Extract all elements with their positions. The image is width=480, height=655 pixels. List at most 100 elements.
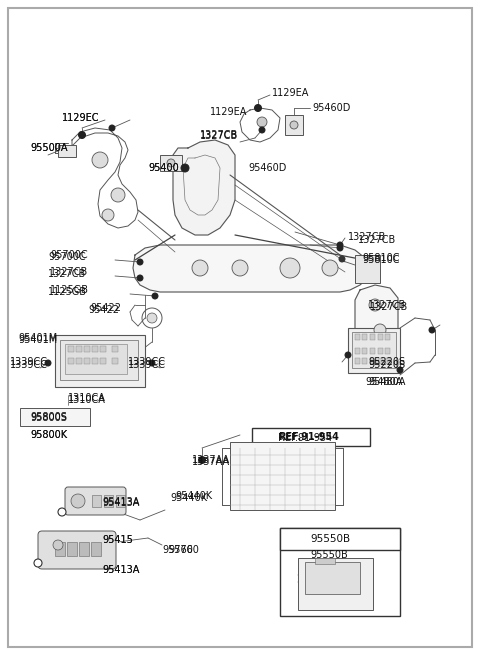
Bar [58,145,76,157]
Text: 1129EC: 1129EC [62,113,99,123]
Circle shape [369,299,381,311]
Text: 95413A: 95413A [102,498,139,508]
Text: 95500A: 95500A [30,143,68,153]
Text: 95422: 95422 [88,305,119,315]
Circle shape [45,360,51,366]
Bar [378,358,383,364]
Bar [230,442,335,510]
Bar [355,334,360,340]
Circle shape [149,360,155,366]
Bar [65,344,127,374]
Text: 95422: 95422 [90,303,121,313]
Text: 95700C: 95700C [50,250,88,260]
Bar [378,334,383,340]
Circle shape [280,258,300,278]
Bar [92,495,101,507]
Text: 95460D: 95460D [312,103,350,113]
Bar [315,558,335,564]
Text: 1327CB: 1327CB [50,267,88,277]
Text: 95800S: 95800S [30,412,67,422]
Text: 95760: 95760 [162,545,193,555]
Text: 95413A: 95413A [102,565,139,575]
Text: 1310CA: 1310CA [68,393,106,403]
Text: 95550B: 95550B [310,534,350,544]
Text: 1339CC: 1339CC [10,360,48,370]
Text: 95413A: 95413A [102,565,139,575]
Text: 1125GB: 1125GB [50,285,89,295]
Bar [104,495,113,507]
Bar [92,358,98,364]
Bar [160,155,182,171]
Text: 1327CB: 1327CB [370,302,408,312]
Bar [305,562,360,594]
Bar [84,346,90,352]
Bar [362,358,367,364]
Bar [60,340,138,380]
Bar [112,346,118,352]
Circle shape [257,117,267,127]
Circle shape [374,324,386,336]
Bar [252,428,370,446]
Text: 1327CB: 1327CB [368,300,406,310]
Text: 1337AA: 1337AA [192,457,230,467]
Text: 1327CB: 1327CB [348,232,386,242]
Bar [116,495,125,507]
Bar [370,334,375,340]
Bar [370,348,375,354]
Circle shape [111,188,125,202]
Text: 95400: 95400 [148,163,179,173]
Circle shape [167,159,175,167]
Circle shape [102,209,114,221]
Circle shape [58,508,66,516]
Bar [385,348,390,354]
Bar [67,542,77,556]
Text: 1339CC: 1339CC [10,357,48,367]
Polygon shape [355,285,398,355]
Bar [285,115,303,135]
Text: 1310CA: 1310CA [68,395,106,405]
Bar [280,528,400,550]
Circle shape [322,260,338,276]
Circle shape [137,259,143,265]
Text: 95760: 95760 [168,545,199,555]
Bar [55,335,145,387]
Text: 1129EA: 1129EA [272,88,310,98]
Bar [355,358,360,364]
Circle shape [199,457,205,464]
Text: 95415: 95415 [102,535,133,545]
Text: 95800K: 95800K [30,430,67,440]
Text: 95400: 95400 [148,163,179,173]
Circle shape [152,293,158,299]
Text: 95440K: 95440K [175,491,212,501]
Circle shape [429,327,435,333]
Circle shape [181,164,189,172]
Circle shape [254,105,262,111]
Text: 1327CB: 1327CB [358,235,396,245]
Text: REF.91-954: REF.91-954 [278,433,332,443]
Text: 1129EA: 1129EA [210,107,247,117]
Bar [362,334,367,340]
Circle shape [345,352,351,358]
Circle shape [34,559,42,567]
Text: 1339CC: 1339CC [128,360,166,370]
Polygon shape [133,245,370,292]
Bar [76,346,82,352]
Polygon shape [173,140,235,235]
Circle shape [339,256,345,262]
Text: 1327CB: 1327CB [48,269,86,279]
Circle shape [232,260,248,276]
Text: 95810C: 95810C [362,253,399,263]
Bar [100,358,106,364]
Bar [355,255,380,283]
Bar [298,558,373,610]
Bar [378,348,383,354]
Circle shape [109,125,115,131]
Bar [79,542,89,556]
Bar [68,346,74,352]
Bar [68,358,74,364]
Circle shape [53,540,63,550]
Circle shape [259,127,265,133]
Text: 95460D: 95460D [248,163,287,173]
Bar [92,346,98,352]
Text: 1129EC: 1129EC [62,113,99,123]
